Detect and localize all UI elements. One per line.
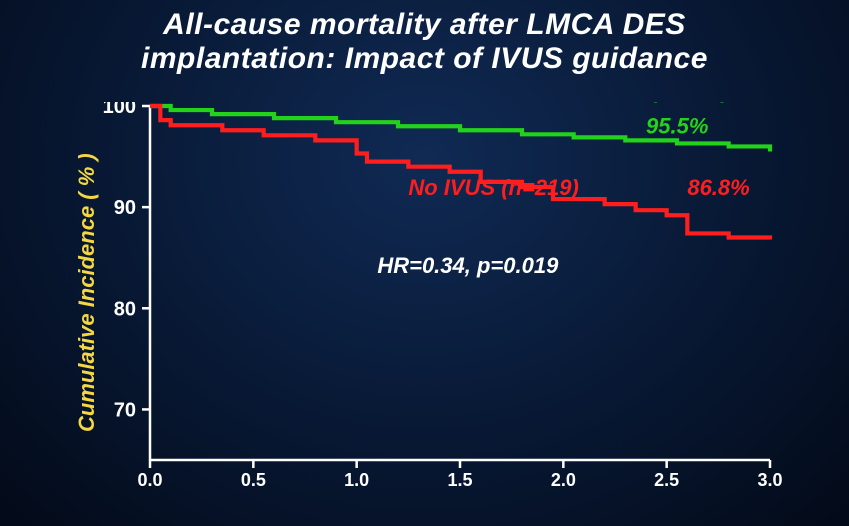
title-line1: All-cause mortality after LMCA DES xyxy=(0,8,849,42)
annot-ivus-label: IVUS (n=756) xyxy=(594,102,729,103)
slide-title: All-cause mortality after LMCA DES impla… xyxy=(0,8,849,75)
y-tick-label: 90 xyxy=(114,197,136,219)
y-tick-label: 80 xyxy=(114,298,136,320)
y-tick-label: 70 xyxy=(114,399,136,421)
x-tick-label: 1.0 xyxy=(344,470,369,490)
annot-noivus-label: No IVUS (n=219) xyxy=(408,175,579,200)
x-tick-label: 0.0 xyxy=(137,470,162,490)
y-tick-label: 100 xyxy=(103,102,136,118)
km-chart: 70 80 90 100 0.0 0.5 1.0 1.5 2.0 2.5 3.0 IVUS (n=75… xyxy=(70,102,800,492)
annot-noivus-end: 86.8% xyxy=(687,175,749,200)
x-tick-label: 2.0 xyxy=(551,470,576,490)
x-tick-label: 0.5 xyxy=(241,470,266,490)
x-tick-label: 2.5 xyxy=(654,470,679,490)
title-line2: implantation: Impact of IVUS guidance xyxy=(0,42,849,76)
chart-container: Cumulative Incidence ( % ) 70 80 90 100 0.0 0… xyxy=(70,102,800,492)
x-tick-label: 1.5 xyxy=(447,470,472,490)
slide-root: All-cause mortality after LMCA DES impla… xyxy=(0,0,849,526)
x-tick-label: 3.0 xyxy=(757,470,782,490)
annot-ivus-end: 95.5% xyxy=(646,113,708,138)
annot-hr: HR=0.34, p=0.019 xyxy=(377,253,559,278)
y-axis-label: Cumulative Incidence ( % ) xyxy=(74,153,100,432)
